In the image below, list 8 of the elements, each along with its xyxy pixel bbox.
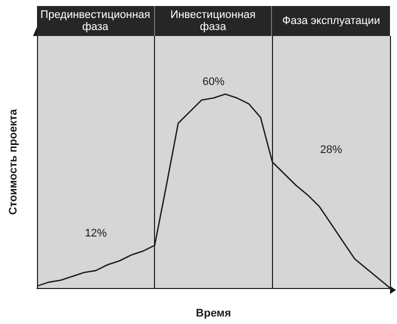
text: 60%	[202, 76, 225, 88]
text: Фаза эксплуатации	[272, 6, 390, 36]
x-axis-title: Время	[196, 308, 232, 320]
text: Инвестиционная фаза	[154, 6, 272, 36]
text: Прединвестиционная фаза	[37, 6, 155, 36]
y-axis-title: Стоимость проекта	[8, 108, 20, 215]
annotation: 28%	[320, 144, 342, 156]
annotation: 12%	[84, 227, 108, 240]
